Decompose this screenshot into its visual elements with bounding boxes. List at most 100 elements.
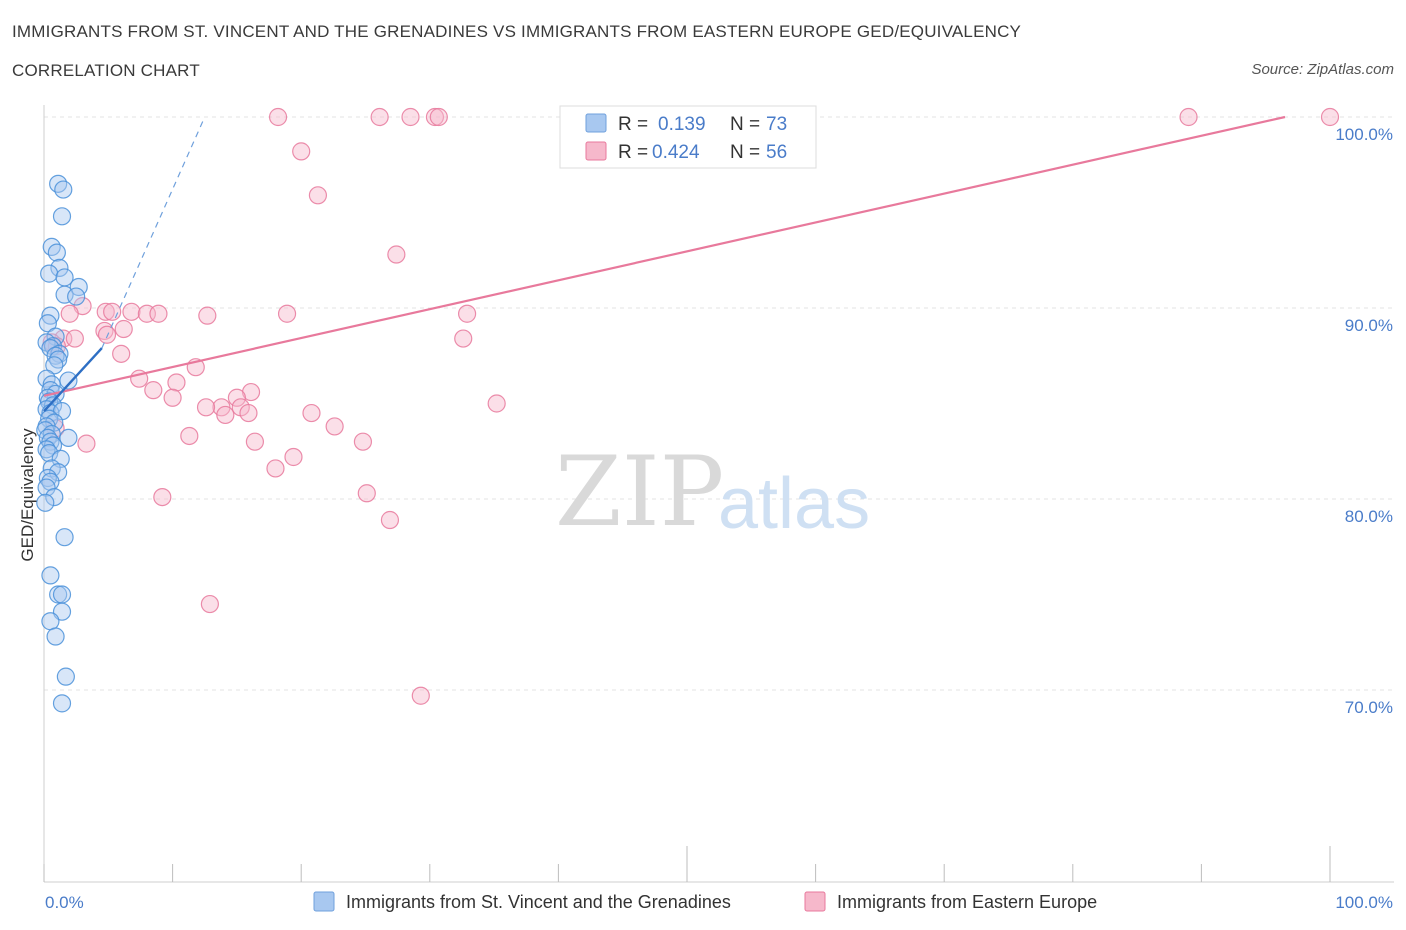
st-vincent-point-45 <box>49 463 68 482</box>
st-vincent-point-38 <box>59 428 78 447</box>
eastern-europe-point-32 <box>144 381 163 400</box>
st-vincent-point-5 <box>50 258 69 277</box>
x-tick-label-min: 0.0% <box>45 893 84 912</box>
eastern-europe-point-3 <box>425 107 445 127</box>
st-vincent-point-2 <box>52 207 72 226</box>
eastern-europe-point-34 <box>227 388 246 407</box>
st-vincent-point-10 <box>67 287 86 306</box>
eastern-europe-point-42 <box>302 403 321 423</box>
st-vincent-point-50 <box>36 493 55 512</box>
eastern-europe-point-20 <box>114 319 133 339</box>
eastern-europe-point-24 <box>65 329 84 348</box>
bottom-legend-swatch-blue <box>313 891 335 912</box>
eastern-europe-point-39 <box>216 405 235 425</box>
eastern-europe-point-48 <box>77 434 96 453</box>
st-vincent-point-4 <box>47 243 66 262</box>
eastern-europe-point-0 <box>268 107 288 127</box>
st-vincent-point-51 <box>55 528 74 547</box>
eastern-europe-point-41 <box>487 394 506 413</box>
bottom-legend-label-pink: Immigrants from Eastern Europe <box>837 892 1097 912</box>
eastern-europe-point-46 <box>245 432 265 451</box>
y-tick-label-100: 100.0% <box>1335 125 1393 144</box>
eastern-europe-point-2 <box>401 107 420 127</box>
eastern-europe-point-7 <box>292 142 311 161</box>
chart-title-line-2: CORRELATION CHART <box>12 61 200 80</box>
st-vincent-point-59 <box>52 694 72 713</box>
eastern-europe-point-49 <box>284 447 303 467</box>
st-vincent-point-9 <box>55 285 74 304</box>
eastern-europe-point-35 <box>163 388 182 407</box>
legend-r-label-2: R = <box>618 142 648 163</box>
eastern-europe-point-52 <box>153 487 172 507</box>
bottom-legend: Immigrants from St. Vincent and the Gren… <box>313 891 1097 912</box>
eastern-europe-point-40 <box>239 403 258 423</box>
st-vincent-point-1 <box>54 180 73 199</box>
eastern-europe-point-6 <box>1320 107 1340 127</box>
legend: R = 0.139 N = 73 R = 0.424 N = 56 <box>559 105 817 169</box>
legend-r-value-1: 0.139 <box>658 114 706 135</box>
eastern-europe-point-18 <box>277 304 297 323</box>
eastern-europe-point-54 <box>200 594 219 614</box>
st-vincent-point-49 <box>45 487 64 507</box>
st-vincent-point-21 <box>59 371 78 390</box>
st-vincent-point-54 <box>52 585 72 604</box>
eastern-europe-point-8 <box>308 186 328 205</box>
watermark-zip: ZIP <box>555 436 724 548</box>
y-tick-label-90: 90.0% <box>1345 316 1393 335</box>
trend-extension-st-vincent <box>101 116 206 349</box>
eastern-europe-point-22 <box>97 325 117 344</box>
st-vincent-point-22 <box>37 369 56 388</box>
eastern-europe-point-47 <box>353 432 373 451</box>
eastern-europe-point-5 <box>1179 107 1198 127</box>
st-vincent-point-12 <box>38 314 57 333</box>
legend-r-label-1: R = <box>618 114 648 135</box>
st-vincent-point-48 <box>37 478 56 497</box>
bottom-legend-swatch-pink <box>804 891 826 912</box>
eastern-europe-point-53 <box>380 510 400 530</box>
trend-line-st-vincent <box>43 347 103 412</box>
legend-swatch-pink <box>585 141 607 161</box>
st-vincent-point-20 <box>45 356 64 375</box>
y-tick-label-70: 70.0% <box>1345 698 1393 717</box>
legend-n-label-2: N = <box>730 142 760 163</box>
eastern-europe-point-1 <box>370 107 389 127</box>
trend-lines <box>43 115 1286 412</box>
watermark-atlas: atlas <box>718 464 870 544</box>
eastern-europe-point-45 <box>180 426 199 446</box>
eastern-europe-point-28 <box>112 344 131 363</box>
eastern-europe-point-43 <box>325 417 344 436</box>
eastern-europe-point-4 <box>429 107 448 127</box>
eastern-europe-point-26 <box>454 329 473 348</box>
eastern-europe-point-13 <box>60 304 79 323</box>
eastern-europe-point-11 <box>96 302 115 321</box>
eastern-europe-point-55 <box>411 686 430 705</box>
axes <box>43 105 1394 883</box>
st-vincent-point-56 <box>41 612 60 631</box>
source-label: Source: ZipAtlas.com <box>1251 61 1394 78</box>
eastern-europe-point-38 <box>196 398 216 417</box>
eastern-europe-point-14 <box>122 302 141 321</box>
eastern-europe-point-50 <box>266 459 285 478</box>
series-eastern-europe <box>42 107 1340 705</box>
eastern-europe-point-12 <box>103 302 122 321</box>
st-vincent-point-57 <box>46 627 65 646</box>
y-axis-title: GED/Equivalency <box>18 428 37 562</box>
legend-r-value-2: 0.424 <box>652 142 700 163</box>
legend-n-value-1: 73 <box>766 114 787 135</box>
st-vincent-point-6 <box>40 264 59 283</box>
y-tick-label-80: 80.0% <box>1345 507 1393 526</box>
st-vincent-point-0 <box>49 174 68 193</box>
eastern-europe-point-9 <box>387 245 406 264</box>
x-tick-label-max: 100.0% <box>1335 893 1393 912</box>
eastern-europe-point-19 <box>457 304 477 323</box>
trend-line-eastern-europe <box>43 115 1286 397</box>
legend-n-value-2: 56 <box>766 142 787 163</box>
watermark: ZIP atlas <box>555 436 870 548</box>
eastern-europe-point-51 <box>357 484 376 503</box>
eastern-europe-point-16 <box>149 304 168 323</box>
eastern-europe-point-31 <box>167 373 186 392</box>
bottom-legend-label-blue: Immigrants from St. Vincent and the Gren… <box>346 892 731 912</box>
y-tick-labels: 70.0% 80.0% 90.0% 100.0% <box>1335 125 1393 717</box>
legend-n-label-1: N = <box>730 114 760 135</box>
